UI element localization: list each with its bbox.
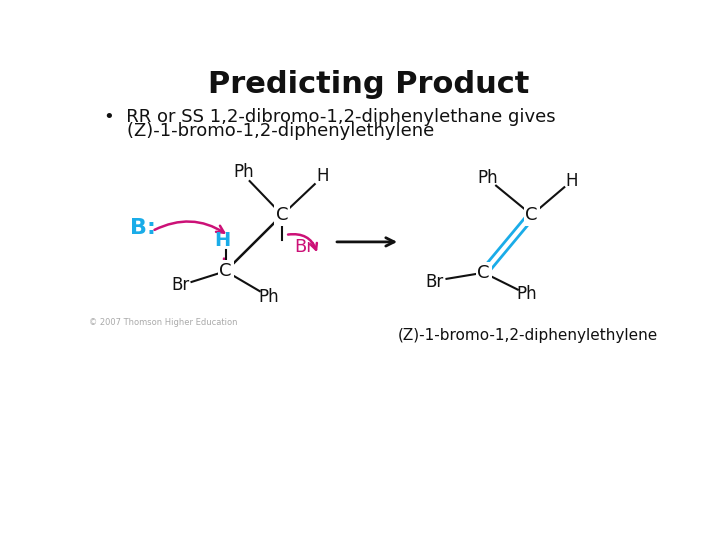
Text: (Z)-1-bromo-1,2-diphenylethylene: (Z)-1-bromo-1,2-diphenylethylene bbox=[397, 328, 658, 343]
Text: Ph: Ph bbox=[517, 285, 537, 303]
Text: C: C bbox=[220, 262, 232, 280]
Text: Ph: Ph bbox=[233, 163, 253, 181]
Text: •  RR or SS 1,2-dibromo-1,2-diphenylethane gives: • RR or SS 1,2-dibromo-1,2-diphenylethan… bbox=[104, 108, 556, 126]
FancyArrowPatch shape bbox=[155, 221, 224, 233]
Text: B:: B: bbox=[130, 218, 156, 238]
Text: Predicting Product: Predicting Product bbox=[208, 70, 530, 98]
Text: C: C bbox=[526, 206, 538, 224]
Text: Br: Br bbox=[171, 276, 190, 294]
Text: Br: Br bbox=[425, 273, 444, 291]
Text: H: H bbox=[215, 231, 230, 250]
Text: H: H bbox=[316, 167, 329, 185]
Text: C: C bbox=[477, 264, 490, 282]
Text: Ph: Ph bbox=[477, 169, 498, 187]
FancyArrowPatch shape bbox=[221, 259, 228, 267]
FancyArrowPatch shape bbox=[288, 234, 317, 249]
Text: Br: Br bbox=[294, 238, 314, 256]
Text: Ph: Ph bbox=[258, 288, 279, 306]
Text: (Z)-1-bromo-1,2-diphenylethylene: (Z)-1-bromo-1,2-diphenylethylene bbox=[104, 122, 434, 140]
Text: H: H bbox=[566, 172, 578, 190]
Text: C: C bbox=[276, 206, 289, 224]
Text: © 2007 Thomson Higher Education: © 2007 Thomson Higher Education bbox=[89, 318, 238, 327]
